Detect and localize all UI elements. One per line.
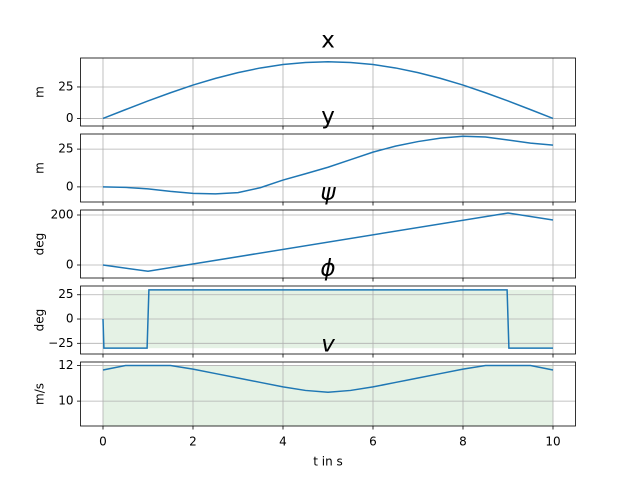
y-axis-label: m (33, 86, 47, 98)
plot-area (80, 134, 576, 202)
x-tick-label: 8 (459, 435, 467, 449)
axes-frame (80, 57, 576, 127)
axes-frame (80, 209, 576, 279)
y-tick-label: 12 (58, 358, 73, 372)
x-tick-label: 2 (189, 435, 197, 449)
plot-area (80, 210, 576, 278)
x-tick-label: 6 (369, 435, 377, 449)
axes-background (80, 58, 576, 126)
subplot: 02468100200deg (33, 208, 576, 301)
axes-frame (80, 285, 576, 355)
subplot-title: v (321, 332, 335, 358)
x-axis-label: t in s (313, 455, 343, 469)
bound-band (103, 365, 553, 426)
y-tick-label: 200 (51, 208, 74, 222)
x-tick-label: 10 (545, 435, 560, 449)
y-tick-label: −25 (48, 336, 73, 350)
axes-frame (80, 361, 576, 427)
y-tick-label: 25 (58, 287, 73, 301)
y-axis-label: deg (33, 233, 47, 256)
y-axis-label: m/s (33, 383, 47, 405)
data-line (102, 61, 554, 120)
data-line (102, 289, 553, 349)
plot-area (80, 286, 576, 354)
axes-frame (80, 133, 576, 203)
y-tick-label: 25 (58, 79, 73, 93)
y-tick-label: 0 (66, 312, 74, 326)
y-axis-label: m (33, 162, 47, 174)
subplot: 0 2 4 6 8 10 10 12 m/s t in s (33, 358, 576, 469)
subplot-title: ϕ (320, 256, 335, 282)
subplot-title: ψ (320, 180, 336, 206)
subplot-title: x (321, 28, 335, 54)
y-tick-label: 10 (58, 394, 73, 408)
y-tick-label: 25 (58, 142, 73, 156)
plot-area (80, 362, 576, 426)
x-tick-label: 4 (279, 435, 287, 449)
x-tick-label: 0 (99, 435, 107, 449)
y-tick-label: 0 (66, 258, 74, 272)
y-tick-label: 0 (66, 111, 74, 125)
y-tick-label: 0 (66, 179, 74, 193)
subplot-title: y (321, 104, 335, 130)
data-line (102, 364, 554, 393)
data-line (102, 135, 554, 195)
data-line (102, 212, 554, 273)
plot-area (80, 58, 576, 126)
axes-background (80, 210, 576, 278)
y-axis-label: deg (33, 309, 47, 332)
subplot: 0246810025m (33, 133, 576, 225)
